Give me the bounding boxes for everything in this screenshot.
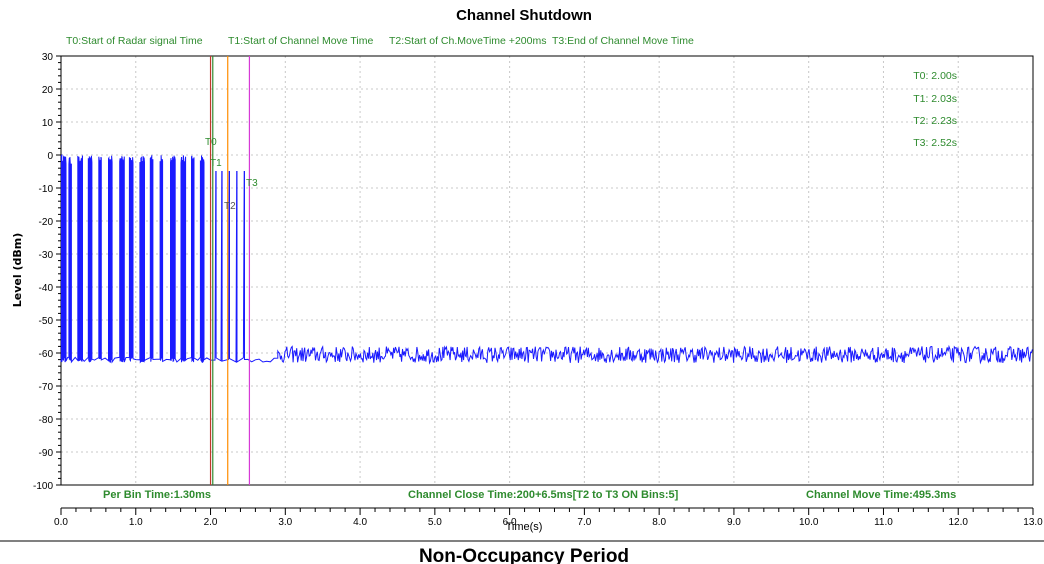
x-tick-label: 1.0 [129,517,143,528]
x-tick-label: 9.0 [727,517,741,528]
x-tick-label: 7.0 [577,517,591,528]
y-tick-label: 20 [42,85,54,96]
marker-label-t1: T1 [210,158,222,169]
chart-title: Channel Shutdown [456,7,592,24]
per-bin-time: Per Bin Time:1.30ms [103,489,211,501]
y-tick-label: -100 [33,481,53,492]
x-tick-label: 4.0 [353,517,367,528]
x-tick-label: 13.0 [1023,517,1043,528]
x-tick-label: 8.0 [652,517,666,528]
grid [61,56,1033,485]
x-tick-label: 12.0 [948,517,968,528]
marker-readouts: T0: 2.00s T1: 2.03s T2: 2.23s T3: 2.52s [913,70,957,149]
x-tick-label: 11.0 [874,517,893,528]
y-tick-label: -70 [39,382,54,393]
readout-t0: T0: 2.00s [913,70,957,82]
y-tick-label: -30 [39,250,54,261]
plot-area [60,55,1034,486]
y-tick-label: -20 [39,217,54,228]
y-tick-label: -80 [39,415,54,426]
readout-t3: T3: 2.52s [913,137,957,149]
y-tick-label: -40 [39,283,54,294]
marker-label-t3: T3 [246,178,258,189]
footer-stats: Per Bin Time:1.30ms Channel Close Time:2… [103,489,956,501]
y-tick-label: 0 [47,151,53,162]
channel-move-time: Channel Move Time:495.3ms [806,489,956,501]
y-tick-label: -60 [39,349,54,360]
y-tick-label: -90 [39,448,54,459]
y-tick-label: -50 [39,316,54,327]
x-tick-label: 0.0 [54,517,68,528]
x-axis: 0.0 1.0 2.0 3.0 4.0 5.0 6.0 7.0 8.0 9.0 10.0 11.0 12… [54,507,1043,528]
x-tick-label: 10.0 [799,517,819,528]
legend-entry-t3: T3:End of Channel Move Time [552,35,694,47]
x-tick-label: 6.0 [503,517,517,528]
legend-entry-t1: T1:Start of Channel Move Time [228,35,373,47]
legend: T0:Start of Radar signal Time T1:Start o… [66,35,694,47]
time-markers: T0 T1 T2 T3 [205,56,258,485]
marker-label-t2: T2 [224,201,236,212]
legend-entry-t2: T2:Start of Ch.MoveTime +200ms [389,35,546,47]
caption-title: Non-Occupancy Period [419,546,629,564]
y-tick-label: 10 [42,118,54,129]
signal-trace [60,154,1033,365]
marker-label-t0: T0 [205,137,217,148]
y-axis: 30 20 10 0 -10 -20 -30 -40 -50 -60 -70 -80 -90 -100 [33,52,61,492]
readout-t1: T1: 2.03s [913,93,957,105]
legend-entry-t0: T0:Start of Radar signal Time [66,35,203,47]
x-tick-label: 2.0 [204,517,218,528]
x-tick-label: 3.0 [278,517,292,528]
x-tick-label: 5.0 [428,517,442,528]
y-tick-label: -10 [39,184,54,195]
channel-close-time: Channel Close Time:200+6.5ms[T2 to T3 ON… [408,489,679,501]
y-axis-label: Level (dBm) [11,233,24,307]
readout-t2: T2: 2.23s [913,115,957,127]
x-axis-label: Time(s) [506,521,543,533]
y-tick-label: 30 [42,52,54,63]
